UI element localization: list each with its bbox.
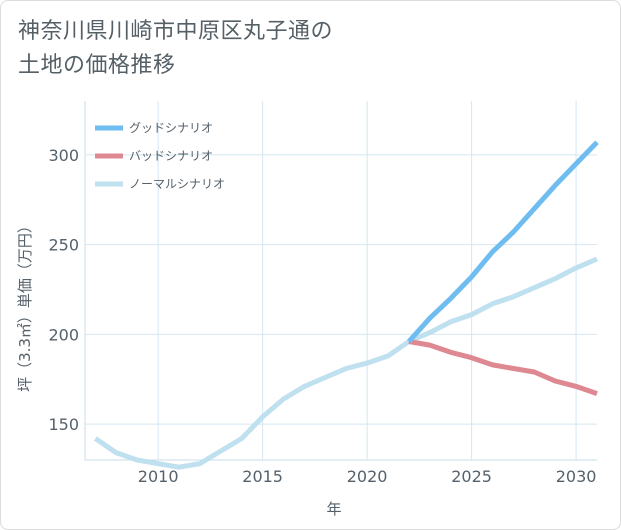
- x-tick-label: 2030: [556, 467, 597, 486]
- y-tick-label: 150: [48, 415, 79, 434]
- x-axis-title: 年: [326, 500, 341, 518]
- x-axis-ticks: 2010 2015 2020 2025 2030: [138, 467, 597, 486]
- x-tick-label: 2010: [138, 467, 179, 486]
- chart-title-line-2: 土地の価格推移: [18, 53, 176, 78]
- series-line-2: [93, 256, 598, 470]
- grid-lines: [84, 101, 597, 461]
- legend-label: グッドシナリオ: [129, 121, 213, 135]
- legend-label: ノーマルシナリオ: [129, 177, 225, 191]
- x-tick-label: 2020: [347, 467, 388, 486]
- legend-label: バッドシナリオ: [129, 149, 213, 163]
- series-line-0: [407, 140, 599, 344]
- chart-title-line-1: 神奈川県川崎市中原区丸子通の: [18, 19, 334, 44]
- y-tick-label: 300: [48, 146, 79, 165]
- y-tick-label: 250: [48, 236, 79, 255]
- y-axis-ticks: 150 200 250 300: [48, 146, 79, 434]
- series-lines: [93, 140, 599, 470]
- y-axis-title: 坪（3.3㎡）単価（万円）: [16, 218, 34, 392]
- chart-title: 神奈川県川崎市中原区丸子通の 土地の価格推移: [18, 15, 438, 83]
- y-tick-label: 200: [48, 325, 79, 344]
- x-tick-label: 2015: [242, 467, 283, 486]
- series-line-1: [408, 339, 598, 396]
- x-tick-label: 2025: [451, 467, 492, 486]
